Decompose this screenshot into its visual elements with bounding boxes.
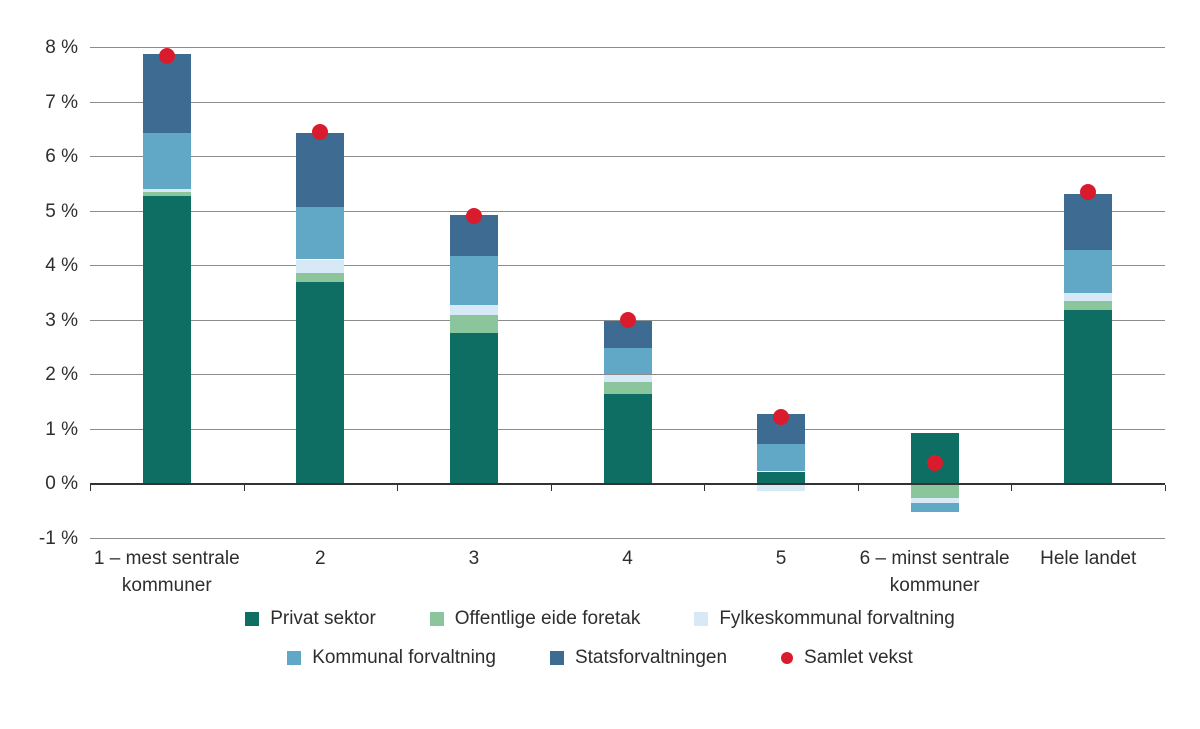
x-axis-tick [1165, 484, 1166, 491]
legend-item-offentlige-eide-foretak: Offentlige eide foretak [429, 608, 641, 630]
x-tick-label: 6 – minst sentrale kommuner [825, 545, 1045, 599]
bar-segment-kommunal-forvaltning [296, 206, 345, 260]
bar-segment-fylkeskommunal-forvaltning [757, 483, 806, 491]
bar-segment-fylkeskommunal-forvaltning [296, 259, 345, 273]
bar-segment-statsforvaltningen [1064, 193, 1113, 250]
bar-segment-offentlige-eide-foretak [142, 192, 191, 197]
legend-item-samlet-vekst: Samlet vekst [781, 647, 913, 669]
x-axis-tick [857, 484, 859, 491]
gridline [90, 265, 1165, 266]
gridline [90, 156, 1165, 157]
legend-row: Kommunal forvaltning Statsforvaltningen Sa… [287, 647, 913, 669]
legend-label: Offentlige eide foretak [454, 608, 641, 629]
x-axis-tick [1011, 484, 1013, 491]
bar-segment-kommunal-forvaltning [1064, 249, 1113, 294]
gridline [90, 47, 1165, 48]
x-axis-tick [704, 484, 706, 491]
bar-segment-privat-sektor [757, 471, 806, 484]
total-growth-dot [158, 47, 175, 64]
bar-segment-fylkeskommunal-forvaltning [142, 189, 191, 193]
y-tick-label: 7 % [45, 91, 78, 113]
y-tick-label: 2 % [45, 364, 78, 385]
bar-segment-privat-sektor [1064, 309, 1113, 484]
x-tick-label-line: 6 – minst sentrale [859, 548, 1010, 569]
x-axis-tick [90, 484, 91, 491]
legend-item-privat-sektor: Privat sektor [245, 608, 376, 630]
bar-segment-offentlige-eide-foretak [449, 314, 498, 333]
total-growth-dot [465, 208, 482, 225]
x-axis-tick [243, 484, 245, 491]
legend-label: Statsforvaltningen [574, 647, 728, 668]
legend-color-swatch [549, 651, 564, 665]
bar-segment-privat-sektor [142, 196, 191, 484]
x-tick-label-line: kommuner [889, 575, 980, 596]
bar-segment-privat-sektor [449, 332, 498, 484]
bar-segment-offentlige-eide-foretak [296, 272, 345, 283]
bar-segment-offentlige-eide-foretak [910, 483, 959, 498]
x-tick-label-line: 1 – mest sentrale [93, 548, 240, 569]
legend-color-swatch [429, 612, 444, 626]
y-tick-label: 6 % [45, 146, 78, 167]
x-tick-label: 2 [210, 545, 430, 572]
legend-label: Samlet vekst [804, 647, 913, 668]
legend-color-swatch [245, 612, 260, 626]
total-growth-dot [926, 454, 943, 471]
legend-label: Fylkeskommunal forvaltning [719, 608, 955, 629]
legend-item-statsforvaltningen: Statsforvaltningen [549, 647, 728, 669]
x-tick-label: 5 [671, 545, 891, 572]
x-tick-label-line: 5 [775, 548, 787, 569]
gridline [90, 210, 1165, 212]
x-tick-label-line: Hele landet [1040, 548, 1137, 569]
total-growth-dot [619, 312, 636, 328]
x-axis-zero-line [90, 482, 1165, 485]
x-axis-tick [397, 484, 399, 491]
y-tick-label: 8 % [45, 37, 78, 58]
gridline [90, 101, 1165, 103]
x-tick-label-line: 3 [468, 548, 480, 569]
bar-segment-fylkeskommunal-forvaltning [1064, 293, 1113, 302]
y-tick-label: 1 % [45, 418, 78, 440]
bar-segment-privat-sektor [296, 282, 345, 484]
legend-label: Kommunal forvaltning [312, 647, 496, 668]
bar-segment-kommunal-forvaltning [142, 133, 191, 190]
bar-segment-fylkeskommunal-forvaltning [910, 497, 959, 503]
x-tick-label: 3 [364, 545, 584, 572]
total-growth-dot [312, 123, 329, 140]
legend-dot-marker [781, 652, 794, 664]
bar-segment-kommunal-forvaltning [449, 256, 498, 306]
bar-segment-fylkeskommunal-forvaltning [603, 374, 652, 382]
x-axis-tick [550, 484, 552, 491]
y-tick-label: 3 % [45, 309, 78, 331]
y-tick-label: 0 % [45, 473, 78, 494]
bar-segment-statsforvaltningen [296, 132, 345, 207]
x-tick-label-line: 2 [315, 548, 326, 569]
legend-item-fylkeskommunal-forvaltning: Fylkeskommunal forvaltning [694, 608, 955, 630]
bar-segment-offentlige-eide-foretak [603, 381, 652, 394]
bar-segment-kommunal-forvaltning [910, 502, 959, 513]
x-tick-label-line: 4 [622, 548, 633, 569]
y-tick-label: 4 % [45, 255, 78, 276]
bar-segment-kommunal-forvaltning [757, 443, 806, 472]
x-tick-label-line: kommuner [121, 575, 212, 596]
bar-segment-privat-sektor [603, 393, 652, 484]
bar-segment-statsforvaltningen [142, 54, 191, 134]
legend-label: Privat sektor [270, 608, 376, 629]
legend-color-swatch [287, 651, 302, 665]
legend-color-swatch [694, 612, 709, 626]
legend: Privat sektor Offentlige eide foretak Fylk… [0, 608, 1200, 669]
legend-item-kommunal-forvaltning: Kommunal forvaltning [287, 647, 496, 669]
total-growth-dot [1080, 183, 1097, 200]
gridline [90, 537, 1165, 539]
x-tick-label: 1 – mest sentrale kommuner [57, 545, 277, 599]
y-tick-label: -1 % [38, 527, 78, 549]
total-growth-dot [773, 409, 790, 425]
bar-segment-offentlige-eide-foretak [1064, 301, 1113, 310]
bar-segment-fylkeskommunal-forvaltning [449, 305, 498, 315]
bar-segment-kommunal-forvaltning [603, 348, 652, 375]
y-tick-label: 5 % [45, 200, 78, 222]
x-tick-label: 4 [518, 545, 738, 572]
x-tick-label: Hele landet [978, 545, 1198, 572]
legend-row: Privat sektor Offentlige eide foretak Fylk… [245, 608, 955, 630]
